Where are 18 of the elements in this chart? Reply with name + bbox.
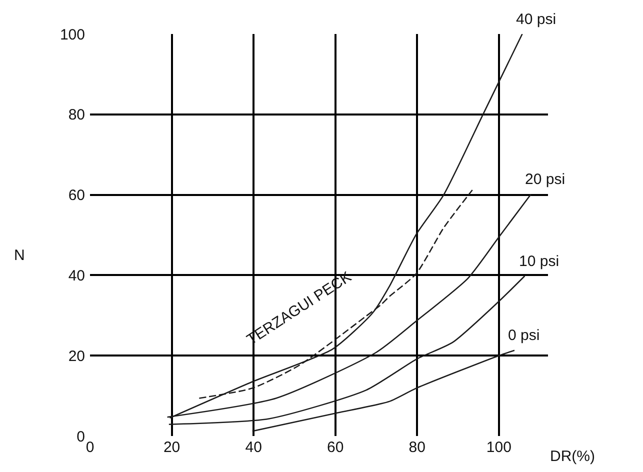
series-label: 20 psi [525,171,566,188]
series-label: 0 psi [508,327,540,344]
x-tick-label: 80 [408,439,426,456]
line-series [198,189,473,399]
y-tick-label: 20 [68,348,85,365]
x-tick-label: 40 [245,439,262,456]
series-label: 40 psi [516,11,556,28]
y-axis-title: N [14,247,25,264]
y-tick-label: 100 [60,26,85,44]
y-tick-label: 80 [68,106,85,124]
line-series [252,350,516,432]
y-tick-label: 40 [68,267,85,284]
x-axis-title: DR(%) [550,448,595,465]
y-tick-label: 60 [68,187,85,204]
x-tick-label: 20 [163,439,180,456]
series-label: 10 psi [519,253,560,270]
x-tick-label: 60 [327,439,344,456]
x-tick-label: 100 [486,439,512,456]
